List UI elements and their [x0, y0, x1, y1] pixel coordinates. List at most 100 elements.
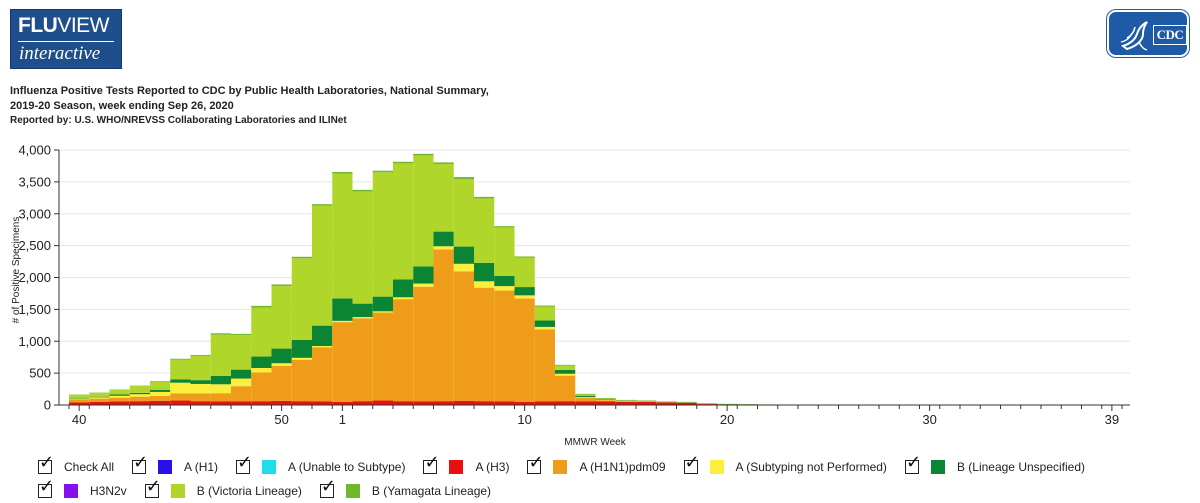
bar-segment — [454, 271, 474, 400]
legend-label: H3N2v — [90, 484, 127, 498]
bar-stacks — [69, 154, 1122, 405]
bar-segment — [474, 288, 494, 401]
bar-segment — [191, 394, 211, 402]
bar-segment — [474, 263, 494, 281]
bar-stack-week-42 — [110, 389, 130, 405]
bar-segment — [535, 329, 555, 401]
y-tick-label: 500 — [29, 366, 51, 381]
legend-swatch — [449, 460, 463, 474]
bar-segment — [170, 383, 190, 394]
bar-segment — [353, 191, 373, 303]
bar-segment — [170, 394, 190, 401]
bar-segment — [454, 401, 474, 405]
bar-segment — [373, 172, 393, 296]
y-tick-label: 0 — [44, 398, 51, 413]
bar-segment — [434, 249, 454, 401]
chart-subtitle: Reported by: U.S. WHO/NREVSS Collaborati… — [10, 115, 347, 126]
checkbox[interactable]: ✓ — [132, 460, 146, 474]
bar-segment — [434, 164, 454, 232]
bar-segment — [353, 190, 373, 192]
checkbox[interactable]: ✓ — [236, 460, 250, 474]
bar-stack-week-10 — [515, 256, 535, 405]
legend-item-a-unable-to-subtype[interactable]: ✓ A (Unable to Subtype) — [236, 460, 405, 474]
bar-segment — [535, 306, 555, 307]
bar-segment — [110, 398, 130, 402]
bar-segment — [434, 401, 454, 405]
legend-item-a-h1[interactable]: ✓ A (H1) — [132, 460, 218, 474]
bar-segment — [575, 394, 595, 395]
bar-segment — [89, 397, 109, 398]
bar-segment — [130, 401, 150, 405]
checkbox[interactable]: ✓ — [905, 460, 919, 474]
checkbox[interactable]: ✓ — [527, 460, 541, 474]
legend-item-b-victoria-lineage[interactable]: ✓ B (Victoria Lineage) — [145, 484, 302, 498]
bar-segment — [494, 286, 514, 290]
bar-segment — [170, 401, 190, 405]
checkbox[interactable]: ✓ — [423, 460, 437, 474]
bar-segment — [332, 322, 352, 402]
legend-label: B (Victoria Lineage) — [197, 484, 302, 498]
x-tick-label: 10 — [517, 412, 531, 427]
legend-item-a-h3[interactable]: ✓ A (H3) — [423, 460, 509, 474]
y-tick-label: 2,500 — [18, 238, 51, 253]
checkmark-icon: ✓ — [39, 478, 54, 496]
cdc-logo-text: CDC — [1153, 25, 1187, 45]
bar-segment — [555, 365, 575, 366]
y-tick-label: 2,000 — [18, 270, 51, 285]
chart-title: Influenza Positive Tests Reported to CDC… — [10, 84, 489, 114]
bar-segment — [150, 381, 170, 382]
bar-segment — [312, 401, 332, 405]
legend-item-b-yamagata-lineage[interactable]: ✓B (Yamagata Lineage) — [320, 484, 491, 498]
bar-segment — [110, 394, 130, 395]
checkbox[interactable]: ✓ — [38, 460, 52, 474]
bar-segment — [515, 258, 535, 287]
bar-segment — [717, 404, 737, 405]
legend-item-a-h1n1-pdm09[interactable]: ✓A (H1N1)pdm09 — [527, 460, 665, 474]
bar-segment — [555, 370, 575, 374]
checkbox[interactable]: ✓ — [684, 460, 698, 474]
x-axis-title: MMWR Week — [564, 437, 626, 448]
checkbox[interactable]: ✓ — [38, 484, 52, 498]
bar-segment — [251, 307, 271, 356]
bar-segment — [555, 374, 575, 376]
checkmark-icon: ✓ — [528, 454, 543, 472]
checkmark-icon: ✓ — [146, 478, 161, 496]
legend-item-a-subtyping-not-performed[interactable]: ✓A (Subtyping not Performed) — [684, 460, 887, 474]
legend-swatch — [710, 460, 724, 474]
bar-segment — [69, 399, 89, 400]
bar-segment — [272, 363, 292, 366]
legend-item-b-lineage-unspecified[interactable]: ✓B (Lineage Unspecified) — [905, 460, 1085, 474]
bar-segment — [393, 299, 413, 401]
bar-segment — [393, 162, 413, 164]
legend-label: A (H3) — [475, 460, 509, 474]
bar-segment — [656, 401, 676, 402]
bar-segment — [89, 393, 109, 397]
legend-swatch — [553, 460, 567, 474]
legend-label: A (Unable to Subtype) — [288, 460, 405, 474]
bar-stack-week-14 — [596, 398, 616, 405]
legend-swatch — [346, 484, 360, 498]
checkmark-icon: ✓ — [424, 454, 439, 472]
hhs-eagle-icon — [1117, 16, 1151, 54]
cdc-logo[interactable]: CDC — [1107, 10, 1189, 57]
bar-segment — [494, 227, 514, 275]
bar-segment — [332, 299, 352, 321]
checkbox[interactable]: ✓ — [145, 484, 159, 498]
bar-segment — [292, 257, 312, 259]
bar-segment — [312, 347, 332, 401]
bar-stack-week-13 — [575, 394, 595, 405]
checkmark-icon: ✓ — [321, 478, 336, 496]
bar-segment — [515, 256, 535, 257]
bar-segment — [191, 356, 211, 380]
legend-item-h3n2v[interactable]: ✓ H3N2v — [38, 484, 127, 498]
legend-label: A (H1) — [184, 460, 218, 474]
y-tick-label: 3,500 — [18, 174, 51, 189]
bar-segment — [393, 297, 413, 299]
bar-stack-week-46 — [191, 355, 211, 405]
checkbox[interactable]: ✓ — [320, 484, 334, 498]
bar-segment — [353, 304, 373, 317]
legend-swatch — [64, 484, 78, 498]
bar-stack-week-12 — [555, 365, 575, 405]
bar-stack-week-52 — [312, 204, 332, 405]
legend-item-check-all[interactable]: ✓Check All — [38, 460, 114, 474]
